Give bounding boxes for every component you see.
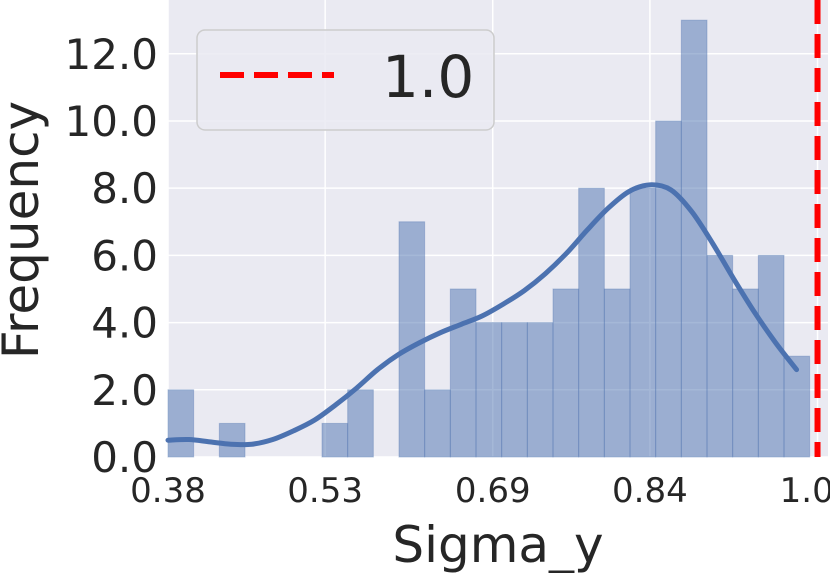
histogram-bar [218, 422, 246, 458]
histogram-bar [783, 355, 811, 458]
histogram-bar [475, 322, 503, 458]
x-tick-label: 0.38 [130, 471, 206, 511]
histogram-bar [398, 221, 426, 458]
histogram-bar [347, 389, 374, 458]
x-tick-labels: 0.38 0.53 0.69 0.84 1.00 [130, 471, 830, 511]
y-tick-label: 8.0 [91, 164, 158, 213]
histogram-bar [706, 254, 734, 458]
histogram-bar [655, 120, 682, 458]
x-axis-label: Sigma_y [392, 516, 603, 573]
histogram-bar [526, 322, 554, 458]
y-tick-label: 2.0 [91, 366, 158, 415]
histogram-bar [424, 389, 451, 458]
histogram-bar [552, 288, 580, 458]
histogram-bar [757, 254, 785, 458]
y-tick-label: 0.0 [91, 433, 158, 482]
y-tick-label: 12.0 [64, 30, 158, 79]
histogram-bar [680, 19, 708, 458]
y-tick-labels: 0.0 2.0 4.0 6.0 8.0 10.0 12.0 [64, 30, 158, 482]
legend: 1.0 [196, 29, 495, 131]
histogram-bar [167, 389, 195, 458]
histogram-bar [449, 288, 477, 458]
kde-curve [165, 182, 800, 448]
y-tick-label: 10.0 [64, 97, 158, 146]
x-tick-label: 0.69 [455, 471, 531, 511]
x-tick-label: 0.53 [287, 471, 363, 511]
y-tick-label: 4.0 [91, 299, 158, 348]
x-tick-label: 1.00 [780, 471, 830, 511]
histogram-bar [321, 422, 349, 458]
y-axis-label: Frequency [0, 101, 50, 359]
legend-box [196, 29, 495, 131]
legend-label: 1.0 [382, 43, 474, 111]
histogram-bar [603, 288, 631, 458]
y-tick-label: 6.0 [91, 231, 158, 280]
histogram-bar [501, 322, 528, 458]
histogram-bar [629, 187, 657, 458]
histogram-bar [732, 288, 759, 458]
x-tick-label: 0.84 [612, 471, 688, 511]
